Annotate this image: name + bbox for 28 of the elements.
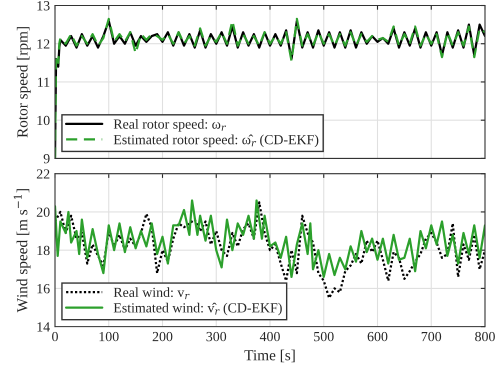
y-tick-label: 18 [37,246,50,256]
y-tick-label: 9 [44,154,50,164]
y-tick-label: 14 [37,322,50,332]
y-tick-label: 16 [37,284,50,294]
x-axis-title: Time [s] [244,350,295,362]
y-tick-label: 20 [36,208,50,217]
x-tick-label: 800 [475,332,495,342]
legend-label: Real wind: v$_{r}$ [114,287,190,300]
legend-label: Estimated wind: v̂$_{r}$ (CD-EKF) [114,302,282,316]
y-tick-label: 12 [37,39,50,49]
y-axis-title: Wind speed [m s$^{−1}$] [14,189,30,312]
y-axis-title: Rotor speed [rpm] [16,27,31,138]
y-tick-label: 11 [38,78,50,87]
x-tick-label: 600 [368,332,388,342]
line-series [55,201,485,300]
x-tick-label: 500 [314,332,334,342]
x-tick-label: 700 [422,332,442,342]
x-tick-label: 400 [260,332,280,342]
x-tick-label: 200 [152,332,172,342]
x-tick-label: 300 [206,332,226,342]
y-tick-label: 13 [37,1,50,10]
x-tick-label: 100 [100,332,119,342]
y-tick-label: 22 [36,169,50,179]
legend-label: Estimated rotor speed: ω̂$_{r}$ (CD-EKF) [114,134,318,148]
legend-label: Real rotor speed: ω$_{r}$ [114,118,226,132]
line-series [55,199,485,278]
x-tick-label: 0 [52,332,58,342]
y-tick-label: 10 [37,116,50,126]
